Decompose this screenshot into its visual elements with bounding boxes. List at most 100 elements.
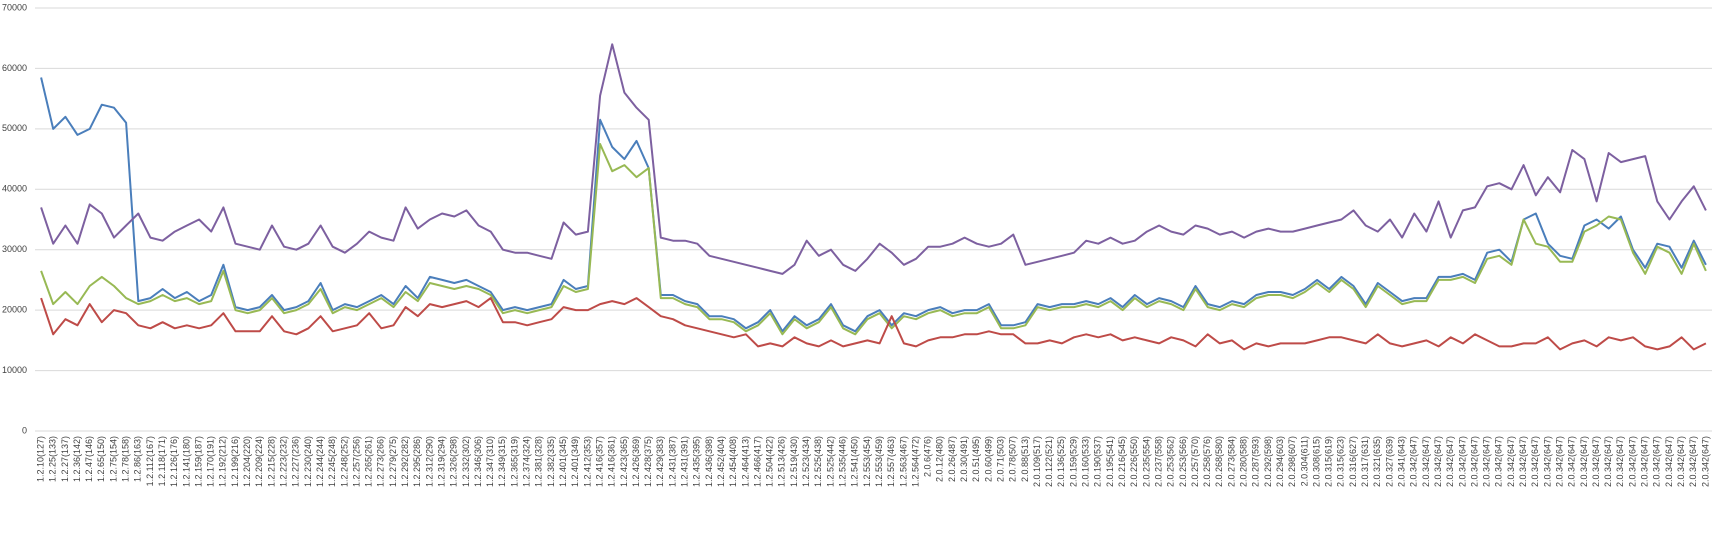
x-tick-label: 1.2.223(232): [278, 436, 288, 487]
y-tick-label: 10000: [2, 365, 27, 375]
x-tick-label: 1.2.541(450): [850, 436, 860, 487]
x-tick-label: 1.2.523(434): [801, 436, 811, 487]
x-tick-label: 1.2.466(417): [752, 436, 762, 487]
x-tick-label: 2.0.342(647): [1409, 436, 1419, 487]
x-tick-label: 2.0.6(476): [923, 436, 933, 477]
x-tick-label: 1.2.170(191): [206, 436, 216, 487]
x-tick-label: 1.2.27(137): [60, 436, 70, 482]
x-tick-label: 2.0.342(647): [1433, 436, 1443, 487]
series-line: [40, 77, 1707, 333]
y-tick-label: 50000: [2, 123, 27, 133]
x-tick-label: 2.0.342(647): [1445, 436, 1455, 487]
x-tick-label: 1.2.435(395): [692, 436, 702, 487]
x-tick-label: 2.0.294(603): [1275, 436, 1285, 487]
x-tick-label: 2.0.51(495): [971, 436, 981, 482]
x-tick-label: 1.2.382(335): [546, 436, 556, 487]
x-tick-label: 2.0.304(611): [1299, 436, 1309, 486]
x-tick-label: 2.0.235(554): [1141, 436, 1151, 487]
x-tick-label: 2.0.268(580): [1214, 436, 1224, 487]
x-tick-label: 2.0.122(521): [1044, 436, 1054, 487]
x-tick-label: 1.2.192(212): [218, 436, 228, 487]
x-tick-label: 1.2.78(158): [121, 436, 131, 482]
x-tick-label: 1.2.118(171): [157, 436, 167, 486]
x-tick-label: 1.2.412(353): [582, 436, 592, 487]
x-tick-label: 2.0.88(513): [1020, 436, 1030, 482]
x-tick-label: 1.2.464(413): [740, 436, 750, 487]
x-tick-label: 1.2.326(298): [449, 436, 459, 487]
x-tick-label: 1.2.245(248): [327, 436, 337, 487]
x-tick-label: 1.2.257(256): [351, 436, 361, 487]
x-tick-label: 2.0.292(598): [1263, 436, 1273, 487]
x-tick-label: 2.0.30(491): [959, 436, 969, 482]
x-tick-label: 1.2.209(224): [254, 436, 264, 487]
x-tick-label: 1.2.319(294): [436, 436, 446, 487]
x-tick-label: 1.2.204(220): [242, 436, 252, 487]
x-tick-label: 1.2.47(146): [84, 436, 94, 482]
x-tick-label: 2.0.190(537): [1093, 436, 1103, 487]
x-tick-label: 2.0.342(647): [1518, 436, 1528, 487]
x-tick-label: 1.2.428(375): [643, 436, 653, 487]
x-tick-label: 1.2.332(302): [461, 436, 471, 487]
x-tick-label: 2.0.315(623): [1336, 436, 1346, 487]
x-tick-label: 2.0.78(507): [1008, 436, 1018, 482]
x-tick-label: 1.2.525(442): [825, 436, 835, 487]
x-tick-label: 2.0.298(607): [1287, 436, 1297, 487]
x-tick-label: 2.0.342(647): [1591, 436, 1601, 487]
x-tick-label: 2.0.159(529): [1068, 436, 1078, 487]
x-tick-label: 2.0.342(647): [1676, 436, 1686, 487]
x-tick-label: 2.0.342(647): [1421, 436, 1431, 487]
x-tick-label: 2.0.60(499): [983, 436, 993, 482]
x-tick-label: 2.0.342(647): [1579, 436, 1589, 487]
x-tick-label: 1.2.452(404): [716, 436, 726, 487]
x-tick-label: 2.0.342(647): [1664, 436, 1674, 487]
x-tick-label: 1.2.416(361): [607, 436, 617, 487]
x-tick-label: 1.2.273(266): [376, 436, 386, 487]
x-tick-label: 1.2.401(345): [558, 436, 568, 487]
x-tick-label: 1.2.504(422): [765, 436, 775, 487]
x-tick-label: 1.2.244(244): [315, 436, 325, 487]
x-tick-label: 2.0.273(584): [1226, 436, 1236, 487]
x-tick-label: 1.2.347(310): [485, 436, 495, 487]
series-line: [40, 43, 1707, 275]
x-tick-label: 2.0.71(503): [995, 436, 1005, 482]
x-tick-label: 1.2.75(154): [108, 436, 118, 482]
y-tick-label: 70000: [2, 2, 27, 12]
x-tick-label: 2.0.342(647): [1640, 436, 1650, 487]
x-tick-label: 1.2.374(324): [522, 436, 532, 487]
x-tick-label: 2.0.342(647): [1494, 436, 1504, 487]
x-tick-label: 1.2.312(290): [424, 436, 434, 487]
y-tick-label: 40000: [2, 184, 27, 194]
x-tick-label: 2.0.280(588): [1239, 436, 1249, 487]
x-tick-label: 1.2.25(133): [48, 436, 58, 482]
x-tick-label: 1.2.381(328): [534, 436, 544, 487]
x-tick-label: 1.2.292(282): [400, 436, 410, 487]
x-tick-label: 2.0.287(593): [1251, 436, 1261, 487]
x-tick-label: 1.2.279(275): [388, 436, 398, 487]
x-tick-label: 1.2.423(365): [619, 436, 629, 487]
x-tick-label: 2.0.342(647): [1627, 436, 1637, 487]
x-tick-label: 1.2.426(369): [631, 436, 641, 487]
x-tick-label: 2.0.317(631): [1360, 436, 1370, 487]
x-tick-label: 2.0.109(517): [1032, 436, 1042, 487]
x-tick-label: 1.2.141(180): [181, 436, 191, 487]
x-tick-label: 2.0.342(647): [1567, 436, 1577, 487]
x-tick-label: 2.0.341(643): [1396, 436, 1406, 487]
x-tick-label: 2.0.26(487): [947, 436, 957, 482]
x-tick-label: 1.2.265(261): [364, 436, 374, 487]
x-tick-label: 1.2.436(398): [704, 436, 714, 487]
x-tick-label: 2.0.342(647): [1700, 436, 1710, 487]
x-tick-label: 2.0.342(647): [1603, 436, 1613, 487]
x-tick-label: 1.2.431(387): [667, 436, 677, 487]
x-tick-label: 2.0.258(576): [1202, 436, 1212, 487]
x-tick-label: 1.2.86(163): [133, 436, 143, 482]
x-tick-label: 2.0.342(647): [1530, 436, 1540, 487]
x-tick-label: 1.2.564(472): [910, 436, 920, 487]
x-tick-label: 2.0.253(562): [1166, 436, 1176, 487]
x-tick-label: 1.2.535(446): [837, 436, 847, 487]
x-tick-label: 2.0.342(647): [1688, 436, 1698, 487]
x-tick-label: 1.2.525(438): [813, 436, 823, 487]
x-tick-label: 1.2.215(228): [266, 436, 276, 487]
x-tick-label: 1.2.454(408): [728, 436, 738, 487]
x-tick-label: 1.2.159(187): [193, 436, 203, 487]
